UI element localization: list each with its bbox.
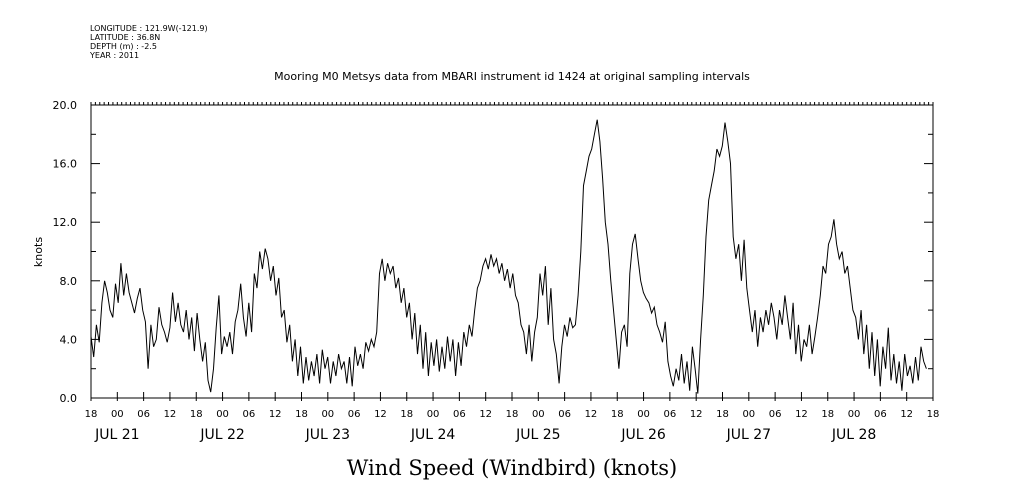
meta-longitude: LONGITUDE : 121.9W(-121.9) (90, 24, 208, 33)
x-day-label: JUL 26 (620, 427, 666, 443)
x-hour-label: 00 (742, 409, 755, 420)
x-hour-label: 12 (585, 409, 598, 420)
x-hour-label: 18 (821, 409, 834, 420)
y-tick-label: 4.0 (60, 333, 78, 346)
x-hour-label: 12 (479, 409, 492, 420)
y-tick-label: 20.0 (53, 99, 78, 112)
plot-frame (90, 104, 934, 399)
x-hour-label: 12 (164, 409, 177, 420)
meta-year: YEAR : 2011 (89, 51, 139, 60)
y-tick-label: 16.0 (53, 158, 78, 171)
chart-title: Mooring M0 Metsys data from MBARI instru… (274, 70, 750, 83)
y-tick-label: 12.0 (53, 216, 78, 229)
x-hour-label: 18 (927, 409, 940, 420)
y-tick-label: 0.0 (60, 392, 78, 405)
x-hour-label: 12 (374, 409, 387, 420)
x-hour-label: 00 (111, 409, 124, 420)
x-hour-label: 12 (269, 409, 282, 420)
wind-speed-series-line (90, 119, 927, 394)
x-day-label: JUL 24 (410, 427, 456, 443)
x-hour-label: 18 (295, 409, 308, 420)
x-hour-label: 06 (769, 409, 782, 420)
x-hour-label: 18 (85, 409, 98, 420)
meta-latitude: LATITUDE : 36.8N (90, 33, 160, 42)
x-hour-label: 00 (427, 409, 440, 420)
x-hour-label: 06 (243, 409, 256, 420)
x-hour-label: 06 (664, 409, 677, 420)
x-hour-label: 00 (637, 409, 650, 420)
x-day-label: JUL 27 (726, 427, 771, 443)
x-hour-label: 12 (690, 409, 703, 420)
x-day-label: JUL 25 (515, 427, 560, 443)
x-hour-label: 18 (190, 409, 203, 420)
y-axis-label: knots (32, 237, 45, 267)
x-day-label: JUL 28 (831, 427, 876, 443)
axes: 0.0 4.0 8.0 12.0 16.0 20.0 18 00 06 12 18 00 06 12 18 0… (53, 99, 940, 443)
x-hour-label: 18 (716, 409, 729, 420)
x-hour-label: 06 (558, 409, 571, 420)
meta-depth: DEPTH (m) : -2.5 (90, 42, 157, 51)
x-hour-label: 18 (506, 409, 519, 420)
x-hour-label: 00 (216, 409, 229, 420)
x-hour-label: 06 (137, 409, 150, 420)
x-day-label: JUL 21 (94, 427, 139, 443)
x-hour-label: 06 (874, 409, 887, 420)
x-hour-label: 00 (321, 409, 334, 420)
x-hour-label: 18 (611, 409, 624, 420)
x-hour-label: 00 (848, 409, 861, 420)
y-tick-label: 8.0 (60, 275, 78, 288)
x-hour-label: 12 (900, 409, 913, 420)
x-day-label: JUL 23 (305, 427, 350, 443)
x-hour-label: 00 (532, 409, 545, 420)
x-hour-label: 06 (453, 409, 466, 420)
x-hour-label: 06 (348, 409, 361, 420)
x-hour-label: 12 (795, 409, 808, 420)
x-axis-label: Wind Speed (Windbird) (knots) (347, 456, 677, 480)
header-metadata: LONGITUDE : 121.9W(-121.9) LATITUDE : 36… (89, 24, 208, 60)
x-day-label: JUL 22 (199, 427, 244, 443)
x-hour-label: 18 (400, 409, 413, 420)
